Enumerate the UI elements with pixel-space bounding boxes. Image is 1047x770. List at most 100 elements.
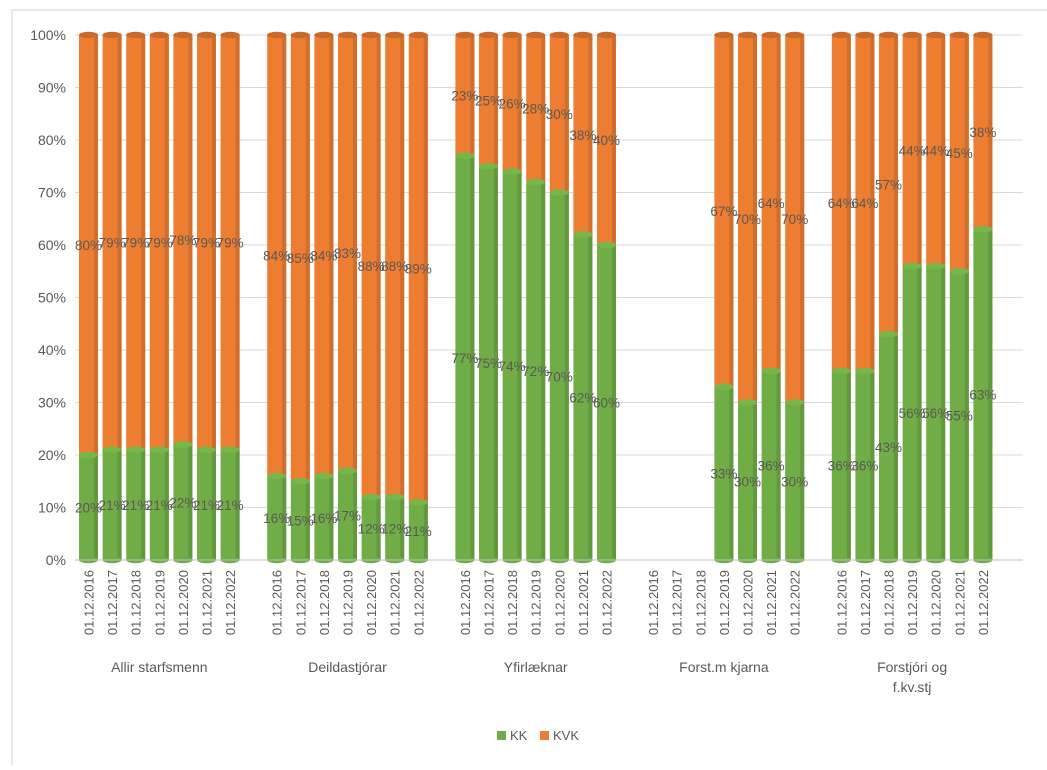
bar-kk [831,367,851,564]
bar-kvk [173,31,193,448]
bar-kk-body [902,266,922,560]
bar-kk-body [102,449,122,560]
bar-kk-shade [564,192,569,560]
bar-kvk-body [290,35,310,482]
bar-kk-seam [973,226,993,233]
data-label-kvk: 38% [969,125,996,140]
bar-kk-shade [235,449,240,560]
x-tick-label: 01.12.2021 [952,570,967,635]
data-labels: 20% 80% 21% 79% 21% 79% 21% 79% 22% 78% 21% 79% 21% 7… [75,88,996,539]
bar-kvk-shade [494,35,498,167]
bar-kvk-body [220,35,240,450]
x-tick-label: 01.12.2019 [529,570,544,635]
bar-kvk-shade [612,35,616,245]
bar-kk-shade [164,449,169,560]
bar-kvk-top [761,31,781,39]
x-tick-label: 01.12.2022 [600,570,615,635]
bar-kk-seam [855,367,875,375]
bar-kvk-shade [353,35,357,471]
bar-kvk-top [314,31,334,39]
data-label-kk: 75% [475,356,502,371]
y-tick-label: 40% [38,342,66,358]
bar-kk [738,399,757,564]
bar-kk-shade [964,271,969,560]
x-tick-label: 01.12.2021 [200,570,215,635]
group-label: Allir starfsmenn [111,659,207,675]
bar-kk-seam [502,168,522,175]
bar-kk-body [855,371,875,560]
bar-kk [785,399,805,564]
data-label-kk: 70% [546,369,573,384]
bar-kk-shade [329,476,334,560]
group-label: Forstjóri og [877,659,947,675]
bar-kvk-shade [94,35,98,455]
data-label-kk: 62% [569,390,596,405]
bar-kk [926,262,946,564]
bar-kvk-body [831,35,851,371]
bar-kvk-top [573,31,593,39]
bar-kvk-shade [894,35,898,335]
x-tick-label: 01.12.2017 [105,570,120,635]
bar-kvk-body [738,35,757,403]
legend-swatch-kvk [540,731,549,740]
group-label: Yfirlæknar [504,659,568,675]
bar-kk [479,163,498,564]
bar-kvk-shade [376,35,381,497]
data-label-kvk: 45% [946,146,973,161]
bar-kk-body [385,497,405,560]
bar-kk-shade [141,449,146,560]
bar-kk-body [314,476,334,560]
bar-kk-seam [926,262,946,270]
bar-kvk-body [361,35,381,497]
data-label-kk: 63% [969,388,996,403]
bar-kvk-top [102,31,122,39]
bar-kk-seam [408,499,428,506]
bar-kk-seam [949,268,969,275]
data-label-kvk: 67% [710,204,737,219]
bar-kvk-body [314,35,334,476]
bar-kk-shade [588,234,593,560]
bar-kk-seam [173,441,193,448]
bar-kk-shade [517,171,522,560]
bar-kk-seam [738,399,757,406]
bar-kvk-shade [564,35,569,193]
x-tick-label: 01.12.2016 [270,570,285,635]
bar-kvk-body [338,35,357,471]
bar-kvk-top [949,31,969,39]
bar-kvk-shade [117,35,122,450]
bar-kk-body [479,166,498,560]
bar-kvk-shade [964,35,969,272]
data-label-kvk: 25% [475,94,502,109]
bar-kvk-top [126,31,146,39]
bar-kvk-top [502,31,522,39]
y-tick-label: 50% [38,290,66,306]
bar-kvk-body [455,35,475,156]
bar-kk-shade [423,502,428,560]
bar-kk-shade [917,266,922,560]
bar-kk [290,478,310,564]
bar-kvk-shade [423,35,428,503]
bar-kvk-top [408,31,428,39]
bar-kk-seam [597,241,616,249]
data-label-kvk: 64% [851,196,878,211]
bar-kk [267,472,287,564]
bar-kk-body [714,386,734,560]
bar-kvk-body [573,35,593,235]
bar-kvk-shade [164,35,169,450]
bar-kk [549,189,569,564]
bar-kvk-top [455,31,475,39]
data-label-kvk: 26% [499,96,526,111]
bar-kvk-top [267,31,287,39]
bar-kvk-body [502,35,522,172]
bar-kk [79,451,98,564]
bar-kk [102,446,122,564]
bar-kvk-shade [470,35,475,156]
x-tick-label: 01.12.2019 [905,570,920,635]
data-label-kk: 36% [828,459,855,474]
bar-kk-seam [526,178,546,186]
data-label-kk: 74% [499,359,526,374]
x-tick-label: 01.12.2018 [317,570,332,635]
y-tick-label: 100% [30,27,66,43]
x-tick-label: 01.12.2020 [741,570,756,635]
